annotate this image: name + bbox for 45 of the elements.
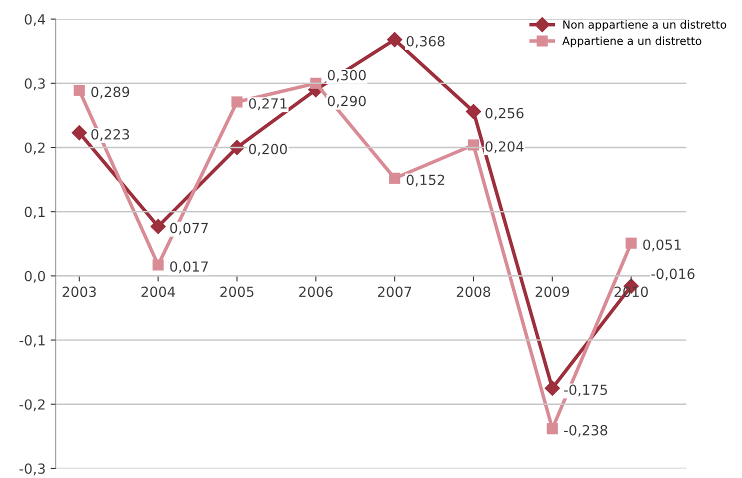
data-label: -0,238 [564, 424, 608, 437]
data-label: 0,368 [406, 36, 445, 48]
data-label: 0,077 [170, 222, 208, 235]
x-tick-label: 2005 [220, 286, 254, 298]
data-label: 0,223 [91, 129, 130, 141]
x-tick-label: 2008 [456, 286, 490, 298]
y-tick-label: 0,4 [24, 14, 46, 26]
x-tick-label: 2006 [299, 286, 333, 298]
data-label: -0,016 [651, 268, 695, 280]
point [72, 125, 87, 140]
data-label: 0,051 [643, 239, 681, 252]
y-tick-label: 0,0 [24, 270, 46, 283]
data-label: 0,017 [170, 261, 208, 274]
data-label: 0,271 [249, 98, 287, 110]
data-label: 0,300 [328, 70, 366, 82]
point [231, 96, 243, 108]
x-tick-label: 2004 [141, 286, 176, 298]
y-tick-label: -0,3 [20, 463, 45, 476]
y-tick-label: -0,2 [20, 399, 45, 412]
point [150, 218, 166, 234]
y-tick-label: 0,1 [24, 206, 45, 219]
legend-label: Appartiene a un distretto [562, 36, 702, 48]
point [546, 423, 558, 434]
y-tick-label: 0,2 [24, 142, 45, 154]
data-label: 0,256 [486, 108, 524, 120]
point [544, 380, 560, 396]
point [389, 172, 400, 184]
point [468, 139, 480, 150]
data-label: 0,289 [91, 86, 130, 99]
legend-label: Non appartiene a un distretto [563, 20, 726, 31]
point [387, 32, 402, 48]
data-label: 0,290 [328, 96, 366, 108]
data-label: -0,175 [564, 384, 607, 396]
data-label: 0,204 [486, 141, 524, 154]
x-tick-label: 2009 [536, 286, 570, 298]
point [626, 238, 637, 249]
x-tick-label: 2007 [378, 286, 412, 298]
data-label: 0,152 [406, 174, 444, 187]
data-label: 0,200 [249, 144, 287, 156]
y-tick-label: 0,3 [24, 78, 45, 90]
point [466, 104, 482, 120]
x-tick-label: 2003 [62, 286, 96, 298]
y-tick-label: -0,1 [20, 335, 45, 347]
point [152, 259, 164, 271]
point [74, 84, 85, 96]
